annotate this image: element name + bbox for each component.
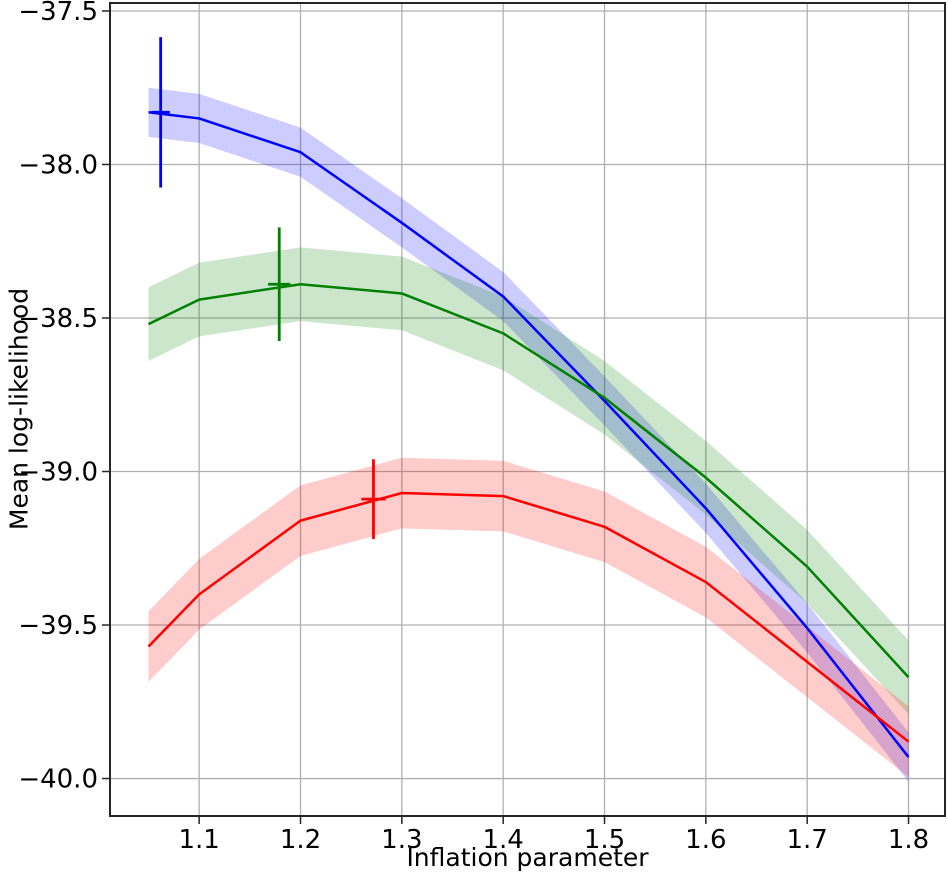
green-series-confidence-band [148, 247, 909, 715]
x-tick-label: 1.6 [685, 825, 726, 855]
y-tick-label: −37.5 [18, 0, 98, 27]
x-tick-label: 1.4 [482, 825, 523, 855]
tick-label-layer: 1.1 1.2 1.3 1.4 1.5 1.6 1.7 1.8 −37.5 −38.0 −38.5 −… [18, 0, 929, 855]
errorbar-layer [151, 37, 386, 540]
plot-border [109, 2, 946, 817]
y-tick-label: −38.5 [18, 304, 98, 334]
x-tick-label: 1.5 [584, 825, 625, 855]
y-tick-label: −39.5 [18, 611, 98, 641]
red-series-line [147, 491, 910, 743]
red-series-confidence-band [148, 457, 909, 778]
series-layer [147, 111, 910, 758]
axes-layer [109, 2, 946, 817]
tick-layer [102, 10, 910, 824]
y-tick-label: −40.0 [18, 765, 98, 795]
x-tick-label: 1.7 [787, 825, 828, 855]
green-series-line [147, 282, 910, 679]
y-tick-label: −39.0 [18, 458, 98, 488]
x-tick-label: 1.8 [888, 825, 929, 855]
x-tick-label: 1.3 [381, 825, 422, 855]
band-layer [148, 87, 909, 782]
x-tick-label: 1.2 [280, 825, 321, 855]
blue-series-line [148, 111, 910, 758]
y-tick-label: −38.0 [18, 150, 98, 180]
x-tick-label: 1.1 [178, 825, 219, 855]
